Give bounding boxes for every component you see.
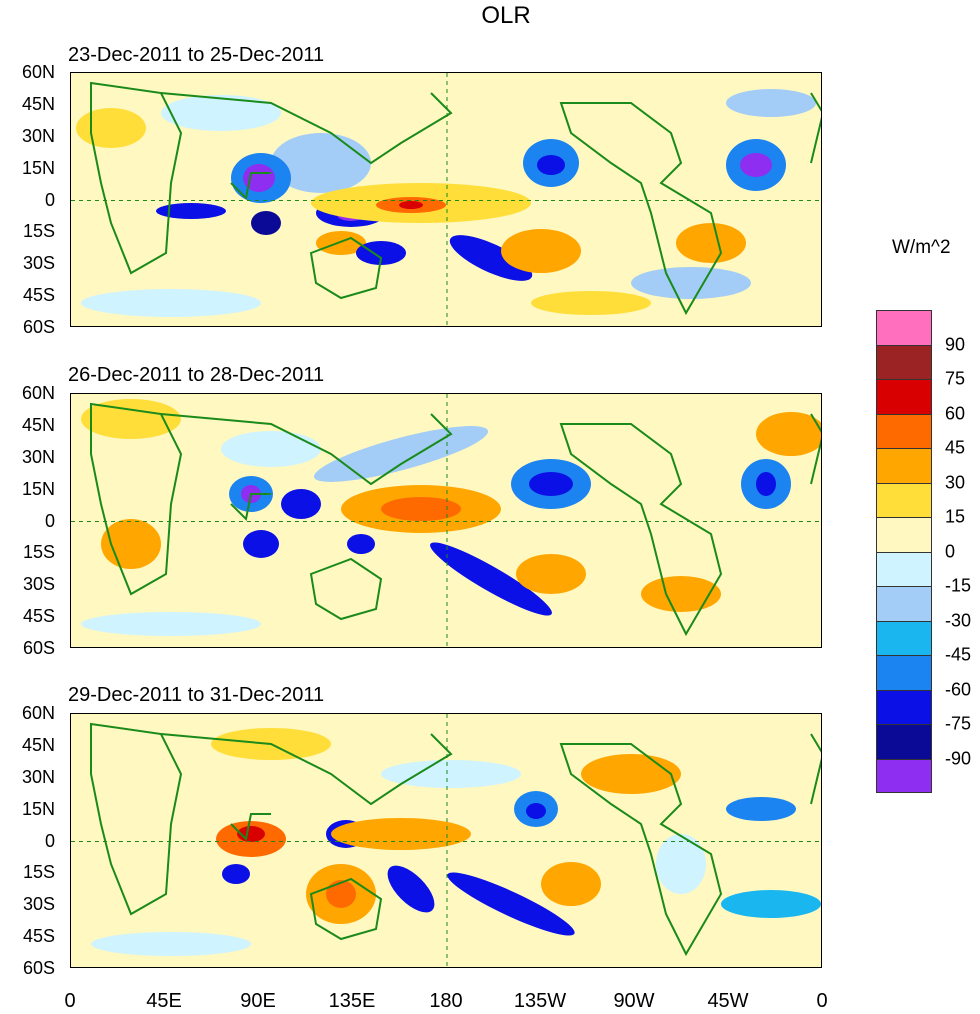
lat-label: 60S bbox=[22, 958, 55, 978]
coastlines-panel-2 bbox=[90, 402, 821, 637]
colorbar-swatch bbox=[876, 344, 932, 379]
lat-label: 30S bbox=[22, 253, 55, 274]
colorbar-label: 15 bbox=[945, 506, 966, 527]
colorbar-label: 60 bbox=[945, 403, 966, 423]
lon-label: 90W bbox=[613, 990, 655, 1012]
colorbar-swatch bbox=[876, 689, 932, 724]
lat-label: 60N bbox=[21, 383, 55, 403]
olr-map-panel-3 bbox=[70, 713, 822, 968]
colorbar-label: 90 bbox=[945, 334, 966, 354]
coastlines-panel-3 bbox=[90, 722, 821, 957]
lat-label: 60N bbox=[21, 703, 55, 723]
lon-label: 90E bbox=[240, 990, 276, 1012]
lat-label: 15N bbox=[21, 798, 55, 819]
lat-label: 15N bbox=[21, 478, 55, 499]
colorbar-swatch bbox=[876, 620, 932, 655]
colorbar-label: -30 bbox=[945, 610, 972, 630]
colorbar-label: -75 bbox=[945, 713, 972, 734]
figure-title: OLR bbox=[481, 2, 531, 29]
lat-label: 30N bbox=[21, 446, 55, 467]
colorbar-swatch bbox=[876, 551, 932, 586]
colorbar-label: -60 bbox=[945, 679, 972, 699]
lon-label: 0 bbox=[816, 990, 828, 1012]
olr-map-panel-2 bbox=[70, 393, 822, 648]
panel-3-title: 29-Dec-2011 to 31-Dec-2011 bbox=[68, 684, 325, 706]
lon-label: 0 bbox=[64, 990, 76, 1012]
anomaly-contours-panel-2 bbox=[81, 399, 821, 636]
lon-label: 45E bbox=[146, 990, 182, 1012]
lat-label: 45N bbox=[21, 93, 55, 114]
lat-label: 0 bbox=[44, 189, 55, 210]
lat-label: 30N bbox=[21, 766, 55, 787]
colorbar-swatch bbox=[876, 482, 932, 517]
colorbar-units: W/m^2 bbox=[892, 237, 951, 258]
coastlines-panel-1 bbox=[90, 81, 821, 316]
colorbar-swatch bbox=[876, 310, 932, 345]
colorbar-swatch bbox=[876, 586, 932, 621]
colorbar-label: 0 bbox=[945, 541, 956, 561]
colorbar-swatch bbox=[876, 413, 932, 448]
lon-label: 135E bbox=[328, 990, 376, 1012]
colorbar-label: -90 bbox=[945, 748, 972, 768]
lon-label: 180 bbox=[429, 990, 463, 1012]
lat-label: 30N bbox=[21, 125, 55, 146]
lat-label: 15S bbox=[22, 221, 55, 242]
panel-1-title: 23-Dec-2011 to 25-Dec-2011 bbox=[68, 44, 325, 66]
colorbar-label: -45 bbox=[945, 644, 972, 665]
lat-label: 45S bbox=[22, 285, 55, 306]
colorbar-swatch bbox=[876, 724, 932, 759]
colorbar-label: 45 bbox=[945, 437, 966, 458]
lon-label: 135W bbox=[513, 990, 567, 1012]
lat-label: 45N bbox=[21, 734, 55, 755]
lat-label: 45S bbox=[22, 926, 55, 947]
lat-label: 60S bbox=[22, 638, 55, 658]
anomaly-contours-panel-1 bbox=[76, 89, 816, 317]
colorbar-swatch bbox=[876, 758, 932, 793]
panel-3-map bbox=[71, 714, 821, 967]
lat-label: 15N bbox=[21, 157, 55, 178]
lat-label: 30S bbox=[22, 574, 55, 595]
olr-map-panel-1 bbox=[70, 72, 822, 327]
lat-label: 45N bbox=[21, 414, 55, 435]
lat-label: 15S bbox=[22, 542, 55, 563]
lat-label: 15S bbox=[22, 862, 55, 883]
colorbar-swatch bbox=[876, 379, 932, 414]
anomaly-contours-panel-3 bbox=[91, 728, 821, 956]
colorbar-swatch bbox=[876, 655, 932, 690]
panel-2-map bbox=[71, 394, 821, 647]
panel-1-map bbox=[71, 73, 821, 326]
lat-label: 45S bbox=[22, 606, 55, 627]
panel-2-title: 26-Dec-2011 to 28-Dec-2011 bbox=[68, 364, 325, 386]
lat-label: 60N bbox=[21, 62, 55, 82]
colorbar-swatch bbox=[876, 517, 932, 552]
colorbar-label: 30 bbox=[945, 472, 966, 492]
colorbar-label: -15 bbox=[945, 575, 972, 596]
lat-label: 60S bbox=[22, 317, 55, 337]
lon-label: 45W bbox=[707, 990, 749, 1012]
lat-label: 30S bbox=[22, 894, 55, 915]
colorbar-label: 75 bbox=[945, 368, 966, 389]
colorbar bbox=[876, 310, 932, 793]
lat-label: 0 bbox=[44, 830, 55, 851]
lat-label: 0 bbox=[44, 510, 55, 531]
colorbar-swatch bbox=[876, 448, 932, 483]
